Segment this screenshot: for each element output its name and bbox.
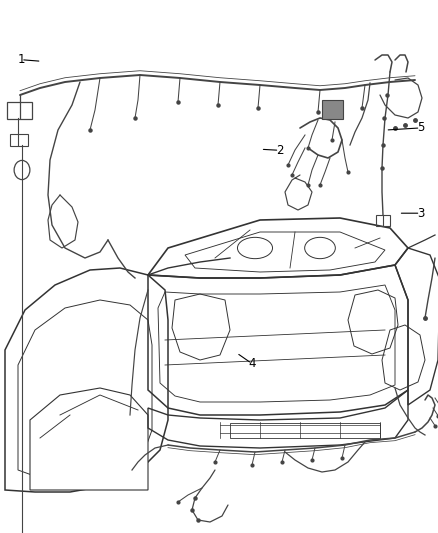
Text: 3: 3 <box>417 207 424 220</box>
Text: 2: 2 <box>276 144 283 157</box>
Text: 1: 1 <box>17 53 25 66</box>
FancyBboxPatch shape <box>321 100 343 118</box>
Text: 5: 5 <box>417 122 424 134</box>
Polygon shape <box>30 388 148 490</box>
Text: 4: 4 <box>248 357 256 370</box>
